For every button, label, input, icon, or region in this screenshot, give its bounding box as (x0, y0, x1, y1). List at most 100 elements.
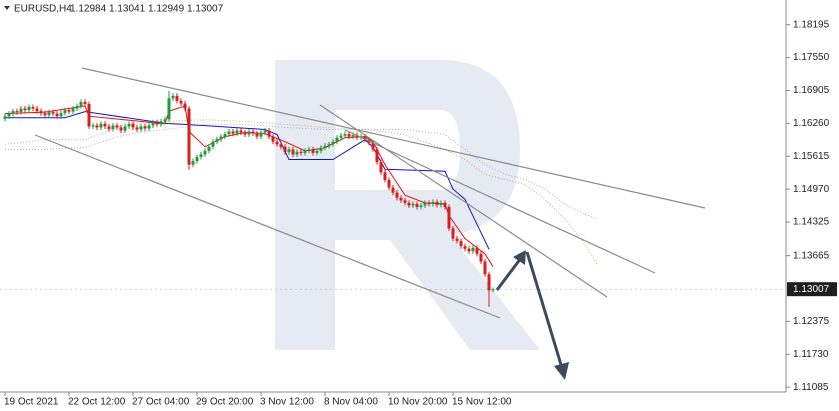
candle-body (87, 103, 91, 127)
candle-body (407, 202, 411, 206)
trend-line (81, 67, 706, 209)
candle-body (191, 161, 195, 165)
candle-body (63, 110, 67, 114)
candle-body (71, 108, 75, 112)
candle-body (239, 130, 243, 133)
candle-body (483, 261, 487, 275)
candle-body (199, 154, 203, 158)
candle-body (439, 202, 443, 205)
y-tick-label: 1.18195 (793, 19, 830, 30)
candle-body (15, 111, 19, 113)
y-tick-label: 1.13665 (793, 250, 830, 261)
candle-body (139, 126, 143, 130)
candle-body (335, 137, 339, 142)
candle-body (379, 162, 383, 173)
candle-body (315, 150, 319, 153)
candle-body (23, 108, 27, 111)
candle-body (295, 151, 299, 155)
candle-body (227, 131, 231, 135)
candle-body (83, 101, 87, 104)
candle-body (463, 246, 467, 249)
candle-body (299, 151, 303, 153)
candle-body (343, 134, 347, 136)
y-tick-label: 1.11085 (793, 382, 829, 393)
candle-body (155, 122, 159, 125)
candle-body (3, 116, 7, 119)
candle-body (171, 95, 175, 99)
candle-body (391, 187, 395, 193)
candle-body (419, 205, 423, 207)
candle-body (475, 247, 479, 254)
candle-body (487, 274, 491, 291)
candle-body (99, 123, 103, 128)
x-tick-label: 29 Oct 20:00 (196, 397, 254, 408)
candle-body (179, 100, 183, 104)
candle-body (283, 146, 287, 152)
candle-body (151, 122, 155, 126)
candle-body (231, 131, 235, 134)
y-tick-label: 1.11730 (793, 349, 829, 360)
candle-body (375, 149, 379, 163)
candle-body (355, 135, 359, 138)
candle-body (159, 121, 163, 125)
candle-body (251, 131, 255, 134)
candle-body (95, 125, 99, 128)
trend-line (34, 134, 501, 319)
x-tick-label: 19 Oct 2021 (4, 397, 59, 408)
current-price-box (787, 282, 837, 297)
candle-body (143, 126, 147, 129)
candle-body (287, 149, 291, 152)
candle-body (351, 135, 355, 137)
candle-body (127, 123, 131, 127)
candle-body (67, 110, 71, 112)
y-tick-label: 1.16905 (793, 85, 830, 96)
candle-body (255, 133, 259, 137)
candle-body (259, 132, 263, 137)
header-triangle (4, 6, 10, 10)
candle-body (123, 126, 127, 131)
candle-body (107, 126, 111, 129)
arrow-up (495, 257, 523, 291)
candle-body (91, 125, 95, 127)
candle-body (279, 144, 283, 147)
current-price-label: 1.13007 (793, 284, 830, 295)
candle-body (271, 136, 275, 142)
header-open: 1.12984 (70, 4, 107, 15)
header-high: 1.13041 (109, 4, 146, 15)
candle-body (443, 202, 447, 207)
candle-body (219, 136, 223, 140)
candle-body (263, 130, 267, 133)
y-tick-label: 1.15615 (793, 151, 830, 162)
candle-body (491, 289, 495, 291)
candle-body (75, 106, 79, 109)
forecast-arrows (495, 250, 569, 380)
plot-area (0, 90, 786, 307)
watermark-stem (275, 60, 335, 350)
candle-body (27, 107, 31, 111)
candle-body (35, 108, 39, 112)
candle-body (111, 125, 115, 129)
candle-body (135, 127, 139, 130)
candle-body (207, 146, 211, 151)
arrow-head (554, 362, 569, 380)
candle-body (291, 149, 295, 155)
indicator-line (5, 111, 490, 250)
candle-body (451, 228, 455, 239)
x-tick-label: 8 Nov 04:00 (324, 397, 378, 408)
candle-body (415, 203, 419, 207)
candle-body (307, 149, 311, 151)
candle-body (327, 144, 331, 146)
candle-body (7, 113, 11, 117)
candle-body (203, 150, 207, 155)
trend-line (344, 129, 656, 274)
candle-body (187, 108, 191, 165)
candle-body (131, 123, 135, 128)
candle-body (275, 141, 279, 145)
x-tick-label: 3 Nov 12:00 (260, 397, 314, 408)
candle-body (11, 111, 15, 114)
candle-body (175, 95, 179, 101)
candle-body (339, 135, 343, 138)
candle-body (103, 123, 107, 127)
candle-body (467, 248, 471, 252)
